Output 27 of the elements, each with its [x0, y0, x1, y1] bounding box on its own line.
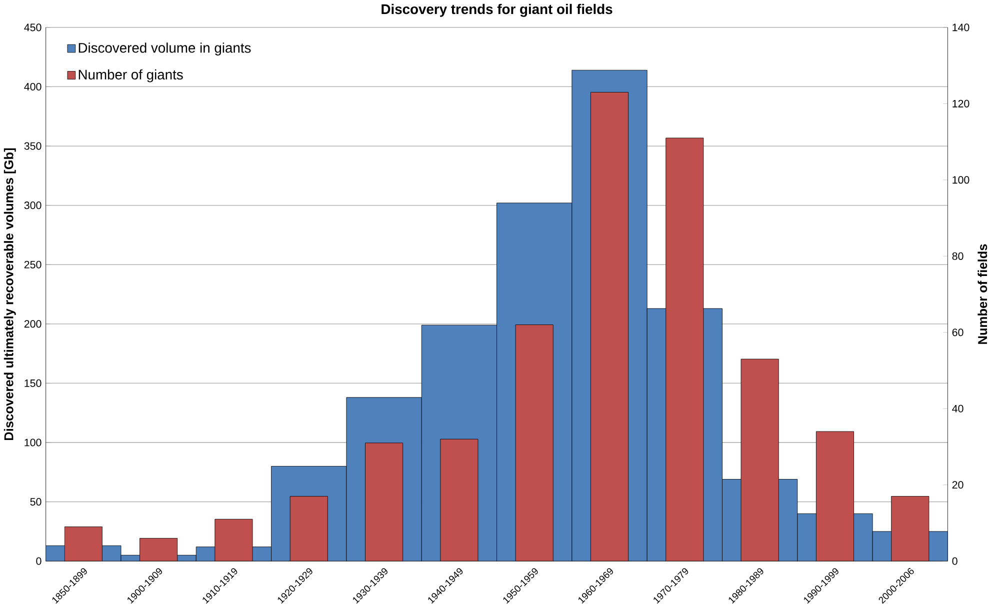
bar	[290, 496, 328, 562]
y-axis-title: Discovered ultimately recoverable volumes [Gb]	[4, 148, 16, 440]
y2-tick-label: 60	[952, 328, 964, 336]
y-tick-label: 50	[30, 498, 42, 506]
y-tick-label: 300	[24, 202, 42, 210]
bar	[440, 439, 478, 562]
y-tick-label: 450	[24, 24, 42, 32]
y2-tick-label: 0	[952, 557, 958, 565]
y-tick-label: 0	[36, 557, 42, 565]
y2-tick-label: 20	[952, 481, 964, 489]
y2-tick-label: 40	[952, 404, 964, 413]
y-tick-label: 400	[24, 83, 42, 91]
y-tick-label: 200	[24, 320, 42, 328]
chart-title: Discovery trends for giant oil fields	[382, 4, 612, 18]
y-tick-label: 100	[24, 438, 42, 446]
y2-tick-label: 100	[952, 176, 970, 184]
y-tick-label: 150	[24, 380, 42, 388]
y2-tick-label: 120	[952, 100, 970, 108]
y2-tick-label: 80	[952, 252, 964, 260]
bar	[365, 443, 403, 562]
y-tick-label: 350	[24, 142, 42, 150]
y-tick-label: 250	[24, 260, 42, 269]
y2-axis-title: Number of fields	[978, 244, 988, 344]
legend-label: Number of giants	[78, 69, 183, 82]
y2-tick-label: 140	[952, 24, 970, 32]
legend-label: Discovered volume in giants	[78, 42, 251, 56]
bar	[516, 324, 554, 562]
